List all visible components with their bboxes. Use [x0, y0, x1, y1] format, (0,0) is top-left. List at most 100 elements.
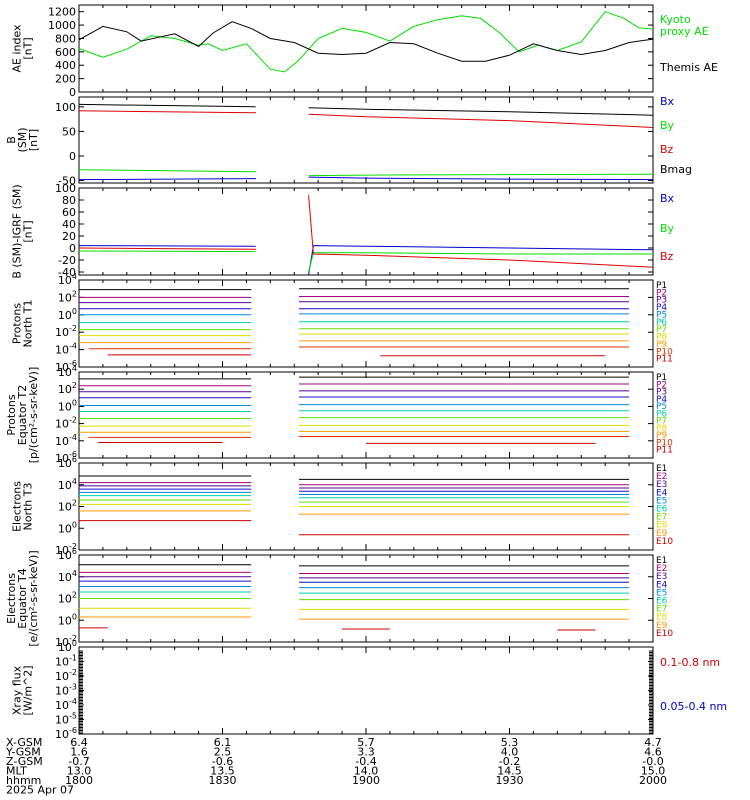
legend-entry: 0.1-0.8 nm [660, 656, 720, 669]
series-p7 [79, 328, 630, 331]
y-axis-label: Xray flux[W/m^2] [11, 665, 35, 715]
y-tick-label: 0 [69, 242, 76, 255]
legend-entry: E7 [656, 605, 667, 615]
legend-entry: E2 [656, 564, 667, 574]
y-tick-label: 10-6 [55, 359, 77, 374]
legend-entry: E10 [656, 537, 673, 547]
series-line [78, 21, 654, 62]
panel-frame [78, 187, 654, 276]
series-line [78, 169, 257, 173]
ephemeris-value: 1930 [496, 774, 524, 787]
series-e3 [79, 485, 630, 489]
y-tick-label: 104 [58, 364, 77, 379]
y-tick-label: 60 [62, 206, 76, 219]
legend-entry: P2 [656, 380, 667, 390]
series-line [78, 11, 654, 73]
legend-entry: P8 [656, 424, 667, 434]
series-e6 [79, 495, 630, 499]
panel-5: 104 102 100 10-2 10-4 10-6 ProtonsEquator T2[p… [5, 364, 673, 465]
y-tick-label: 10-2 [55, 542, 77, 557]
panel-frame [78, 96, 654, 184]
legend-entry: By [660, 222, 675, 235]
y-tick-label: 10-2 [55, 634, 77, 649]
series-p11 [107, 354, 606, 357]
series-e5 [79, 491, 630, 496]
panel-frame [78, 646, 654, 735]
ephemeris-label: hhmm [6, 774, 41, 787]
y-tick-label: 0 [69, 150, 76, 163]
series-line [78, 245, 257, 247]
legend-entry: P10 [656, 347, 673, 357]
series-line [308, 176, 654, 181]
y-tick-label: 102 [58, 591, 77, 606]
y-tick-label: 104 [58, 477, 77, 492]
y-tick-label: 10-1 [55, 654, 77, 669]
series-line [78, 103, 257, 108]
legend-entry: E8 [656, 521, 668, 531]
y-tick-label: 400 [55, 59, 76, 72]
series-line [78, 247, 257, 250]
ephemeris-value: 14.0 [354, 765, 379, 778]
legend-entry: P6 [656, 409, 667, 419]
series-p4 [79, 396, 630, 399]
legend-entry: By [660, 119, 675, 132]
series-line [78, 110, 257, 114]
series-bz [78, 110, 654, 128]
panel-4: 104 102 100 10-2 10-4 10-6 ProtonsNorth T1 P1P2… [11, 272, 674, 374]
series-e4 [79, 488, 630, 492]
series-p6 [79, 410, 630, 413]
legend-entry: E7 [656, 513, 667, 523]
legend-entry: P7 [656, 417, 667, 427]
legend-entry: P11 [656, 355, 673, 365]
ephemeris-value: -0.7 [68, 755, 89, 768]
series-p11 [98, 442, 596, 444]
legend-entry: Bz [660, 143, 674, 156]
panel-frame [78, 4, 654, 93]
series-kyoto-proxy-ae [78, 11, 654, 73]
legend-entry: E3 [656, 572, 667, 582]
series-p2 [79, 383, 630, 387]
ephemeris-value: 2000 [639, 774, 667, 787]
series-line [308, 107, 654, 116]
series-e7 [79, 499, 630, 503]
series-themis-ae [78, 21, 654, 62]
y-tick-label: 1200 [48, 6, 76, 19]
y-axis-label: ElectronsEquator T4[e/(cm²-s-sr-keV)] [5, 550, 40, 646]
ephemeris-value: -0.0 [642, 755, 663, 768]
legend-entry: P5 [656, 310, 667, 320]
y-tick-label: 20 [62, 230, 76, 243]
ephemeris-value: -0.4 [355, 755, 376, 768]
y-tick-label: 100 [58, 612, 77, 627]
y-axis-label: ElectronsNorth T3 [11, 481, 35, 532]
legend-entry: P3 [656, 296, 667, 306]
legend-entry: E9 [656, 529, 668, 539]
ephemeris-label: Y-GSM [5, 746, 41, 759]
y-tick-label: 102 [58, 499, 77, 514]
series-p10 [88, 346, 630, 350]
series-e1 [79, 564, 630, 567]
ephemeris-label: MLT [6, 765, 27, 778]
series-e6 [79, 591, 630, 594]
series-e9 [79, 510, 630, 515]
y-tick-label: 10-4 [55, 433, 77, 448]
series-bz [78, 195, 654, 268]
y-tick-label: 100 [55, 101, 76, 114]
y-axis-label: ProtonsEquator T2[p/(cm²-s-sr-keV)] [5, 367, 40, 464]
legend-entry: P8 [656, 333, 667, 343]
y-tick-label: 40 [62, 218, 76, 231]
y-axis-label: ProtonsNorth T1 [11, 300, 35, 348]
series-e10 [79, 520, 630, 536]
series-e2 [79, 482, 630, 486]
series-p8 [79, 333, 630, 337]
series-p9 [79, 340, 630, 344]
y-tick-label: 10-6 [55, 726, 77, 741]
ephemeris-value: -0.6 [212, 755, 233, 768]
legend-entry: E4 [656, 488, 668, 498]
ephemeris-value: 14.5 [497, 765, 522, 778]
series-p1 [79, 376, 630, 380]
series-e1 [79, 475, 630, 480]
legend-entry: Bx [660, 95, 675, 108]
